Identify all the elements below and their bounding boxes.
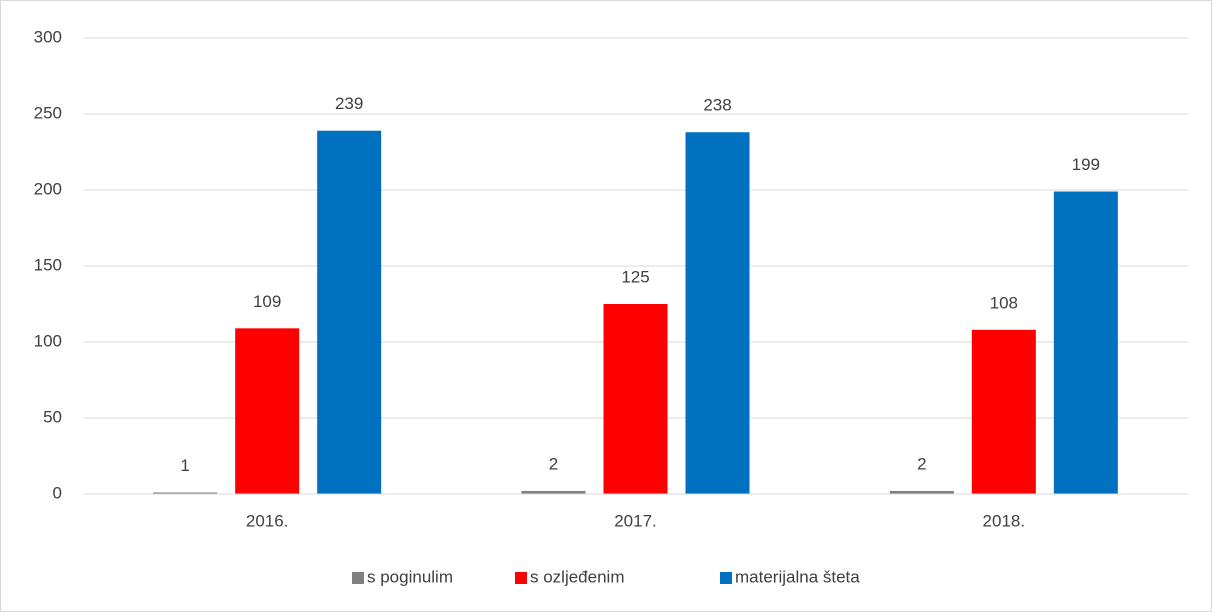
data-label: 109 bbox=[253, 292, 281, 311]
bar bbox=[971, 329, 1036, 494]
bar bbox=[685, 132, 750, 495]
x-tick-label: 2016. bbox=[246, 511, 289, 530]
y-tick-label: 150 bbox=[34, 255, 62, 274]
data-label: 2 bbox=[549, 454, 558, 473]
bar bbox=[1053, 191, 1118, 494]
x-tick-label: 2018. bbox=[983, 511, 1026, 530]
data-label: 2 bbox=[917, 454, 926, 473]
bar bbox=[153, 492, 218, 494]
x-tick-label: 2017. bbox=[614, 511, 657, 530]
bar bbox=[317, 130, 382, 494]
data-label: 199 bbox=[1072, 155, 1100, 174]
data-label: 108 bbox=[990, 293, 1018, 312]
y-tick-label: 0 bbox=[53, 483, 62, 502]
y-tick-label: 100 bbox=[34, 331, 62, 350]
y-tick-label: 200 bbox=[34, 179, 62, 198]
bar bbox=[521, 490, 586, 494]
legend-swatch bbox=[352, 572, 364, 584]
legend-label: s poginulim bbox=[367, 567, 453, 586]
data-label: 125 bbox=[621, 267, 649, 286]
legend-label: s ozljeđenim bbox=[530, 567, 625, 586]
y-tick-label: 300 bbox=[34, 27, 62, 46]
bar bbox=[889, 490, 954, 494]
y-tick-label: 50 bbox=[43, 407, 62, 426]
data-label: 239 bbox=[335, 94, 363, 113]
legend-swatch bbox=[515, 572, 527, 584]
legend-label: materijalna šteta bbox=[735, 567, 860, 586]
y-tick-label: 250 bbox=[34, 103, 62, 122]
data-label: 1 bbox=[180, 456, 189, 475]
bar bbox=[603, 304, 668, 494]
data-label: 238 bbox=[703, 96, 731, 115]
bar bbox=[235, 328, 300, 494]
legend-swatch bbox=[720, 572, 732, 584]
